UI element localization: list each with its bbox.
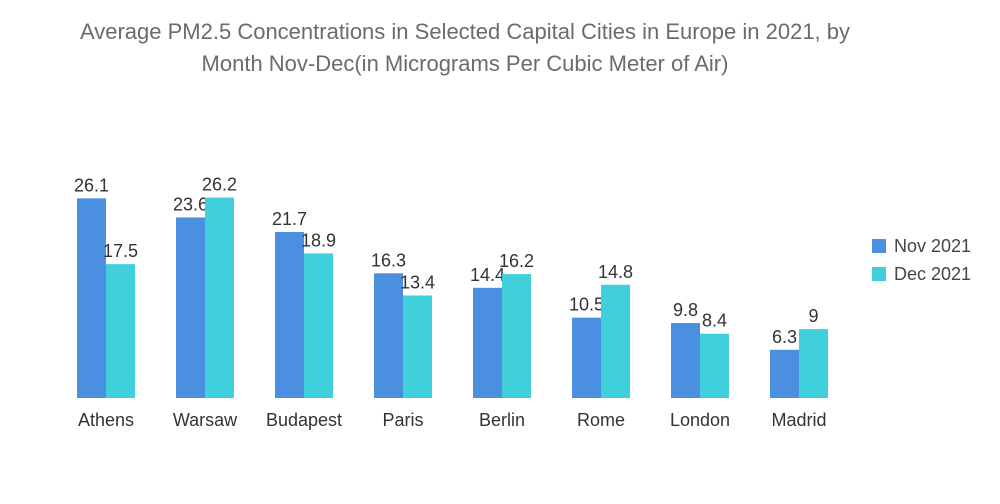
x-tick-label-london: London — [670, 410, 730, 430]
bar-london-dec-2021 — [700, 333, 729, 398]
data-label-london-nov-2021: 9.8 — [673, 300, 698, 320]
data-label-athens-nov-2021: 26.1 — [74, 175, 109, 195]
data-label-budapest-nov-2021: 21.7 — [272, 209, 307, 229]
x-tick-label-paris: Paris — [382, 410, 423, 430]
bar-athens-nov-2021 — [77, 198, 106, 398]
data-label-budapest-dec-2021: 18.9 — [301, 230, 336, 250]
bar-berlin-dec-2021 — [502, 274, 531, 398]
data-label-london-dec-2021: 8.4 — [702, 311, 727, 331]
legend-item-nov-2021: Nov 2021 — [872, 232, 971, 260]
legend-label-dec-2021: Dec 2021 — [894, 263, 972, 284]
chart-legend: Nov 2021 Dec 2021 — [872, 232, 971, 288]
bar-budapest-nov-2021 — [275, 231, 304, 398]
bar-madrid-dec-2021 — [799, 329, 828, 398]
bar-paris-dec-2021 — [403, 295, 432, 398]
chart-title: Average PM2.5 Concentrations in Selected… — [79, 19, 851, 76]
data-label-athens-dec-2021: 17.5 — [103, 241, 138, 261]
legend-swatch-dec-2021 — [872, 267, 886, 281]
x-tick-label-budapest: Budapest — [266, 410, 342, 430]
bar-london-nov-2021 — [671, 323, 700, 398]
x-tick-label-warsaw: Warsaw — [173, 410, 238, 430]
bar-paris-nov-2021 — [374, 273, 403, 398]
data-label-rome-dec-2021: 14.8 — [598, 262, 633, 282]
x-tick-label-berlin: Berlin — [479, 410, 525, 430]
bar-berlin-nov-2021 — [473, 287, 502, 398]
data-label-warsaw-nov-2021: 23.6 — [173, 194, 208, 214]
x-tick-label-rome: Rome — [577, 410, 625, 430]
data-label-madrid-dec-2021: 9 — [808, 306, 818, 326]
bar-warsaw-dec-2021 — [205, 197, 234, 398]
data-label-paris-nov-2021: 16.3 — [371, 250, 406, 270]
legend-swatch-nov-2021 — [872, 239, 886, 253]
data-label-warsaw-dec-2021: 26.2 — [202, 175, 237, 195]
bar-budapest-dec-2021 — [304, 253, 333, 398]
bar-madrid-nov-2021 — [770, 349, 799, 398]
data-label-berlin-dec-2021: 16.2 — [499, 251, 534, 271]
legend-item-dec-2021: Dec 2021 — [872, 260, 971, 288]
bar-rome-nov-2021 — [572, 317, 601, 398]
bar-rome-dec-2021 — [601, 284, 630, 398]
data-label-madrid-nov-2021: 6.3 — [772, 327, 797, 347]
x-tick-label-madrid: Madrid — [771, 410, 826, 430]
data-label-berlin-nov-2021: 14.4 — [470, 265, 505, 285]
data-label-paris-dec-2021: 13.4 — [400, 272, 435, 292]
x-tick-label-athens: Athens — [78, 410, 134, 430]
bar-warsaw-nov-2021 — [176, 217, 205, 398]
bar-athens-dec-2021 — [106, 264, 135, 398]
data-label-rome-nov-2021: 10.5 — [569, 295, 604, 315]
legend-label-nov-2021: Nov 2021 — [894, 235, 972, 256]
